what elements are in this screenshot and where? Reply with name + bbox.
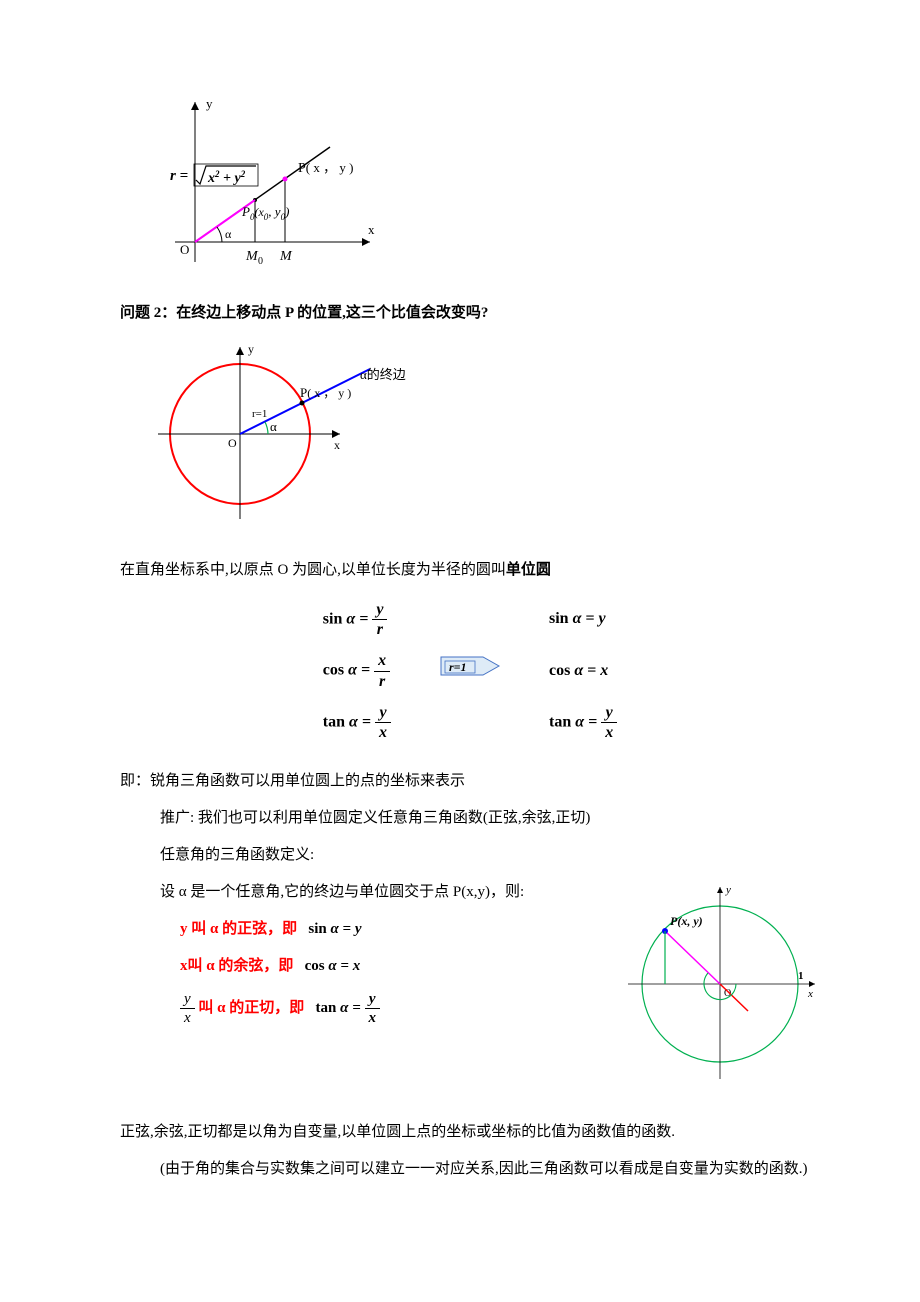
svg-text:P(x, y): P(x, y) bbox=[670, 914, 703, 928]
eq-sin-right: sin α = y bbox=[525, 594, 641, 645]
eq-cos-left: cos α = xr bbox=[299, 645, 415, 696]
svg-text:P( x ， y ): P( x ， y ) bbox=[300, 385, 351, 400]
svg-text:O: O bbox=[228, 436, 237, 450]
fig1-O: O bbox=[180, 242, 189, 257]
svg-text:y: y bbox=[725, 884, 731, 896]
svg-text:M: M bbox=[279, 249, 293, 264]
figure-1: y x O α M 0 M P( x ， y ) P0(x0, y0) r = … bbox=[150, 92, 820, 282]
svg-text:x: x bbox=[807, 988, 813, 1000]
eq-sin-left: sin α = yr bbox=[299, 594, 415, 645]
arrow-cell: r=1 bbox=[415, 645, 525, 696]
svg-text:P( x ， y ): P( x ， y ) bbox=[298, 160, 353, 176]
fig1-x-label: x bbox=[368, 222, 375, 237]
svg-text:M: M bbox=[245, 249, 259, 264]
unit-circle-prefix: 在直角坐标系中,以原点 O 为圆心,以单位长度为半径的圆叫 bbox=[120, 562, 506, 578]
eq-tan-left: tan α = yx bbox=[299, 697, 415, 748]
svg-text:r=1: r=1 bbox=[252, 408, 267, 420]
svg-text:0: 0 bbox=[258, 256, 263, 267]
svg-text:α: α bbox=[270, 419, 277, 434]
para-6: (由于角的集合与实数集之间可以建立一一对应关系,因此三角函数可以看成是自变量为实… bbox=[120, 1156, 820, 1183]
figure1-svg: y x O α M 0 M P( x ， y ) P0(x0, y0) r = … bbox=[150, 92, 410, 272]
eq-cos-right: cos α = x bbox=[525, 645, 641, 696]
def1-red: y 叫 α 的正弦，即 bbox=[180, 921, 297, 937]
para-5: 正弦,余弦,正切都是以角为自变量,以单位圆上点的坐标或坐标的比值为函数值的函数. bbox=[120, 1119, 820, 1146]
svg-text:y: y bbox=[248, 342, 254, 356]
svg-text:x: x bbox=[334, 438, 340, 452]
svg-text:P0(x0, y0): P0(x0, y0) bbox=[241, 204, 289, 222]
para-ji: 即：锐角三角函数可以用单位圆上的点的坐标来表示 bbox=[120, 768, 820, 795]
unit-circle-sentence: 在直角坐标系中,以原点 O 为圆心,以单位长度为半径的圆叫单位圆 bbox=[120, 557, 820, 584]
def2-red: x叫 α 的余弦，即 bbox=[180, 958, 293, 974]
figure-2: y x O α r=1 P( x ， y ) α的终边 bbox=[150, 339, 820, 539]
svg-text:r =: r = bbox=[170, 168, 188, 184]
eq-tan-right: tan α = yx bbox=[525, 697, 641, 748]
para-renyi: 任意角的三角函数定义: bbox=[120, 842, 820, 869]
def3-red: 叫 α 的正切，即 bbox=[198, 1000, 304, 1016]
fig1-y-label: y bbox=[206, 96, 213, 111]
figure2-svg: y x O α r=1 P( x ， y ) α的终边 bbox=[150, 339, 430, 529]
figure-3: y x O 1 P(x, y) bbox=[620, 879, 820, 1099]
unit-circle-bold: 单位圆 bbox=[506, 562, 551, 578]
svg-text:1: 1 bbox=[798, 970, 804, 982]
svg-text:x2 + y2: x2 + y2 bbox=[207, 169, 246, 186]
equation-table: sin α = yr sin α = y cos α = xr r=1 cos … bbox=[299, 594, 641, 748]
fig1-alpha: α bbox=[225, 227, 232, 241]
question-2: 问题 2：在终边上移动点 P 的位置,这三个比值会改变吗? bbox=[120, 300, 820, 327]
svg-text:α的终边: α的终边 bbox=[360, 367, 406, 382]
para-tuiguang: 推广: 我们也可以利用单位圆定义任意角三角函数(正弦,余弦,正切) bbox=[120, 805, 820, 832]
svg-text:r=1: r=1 bbox=[449, 660, 467, 674]
